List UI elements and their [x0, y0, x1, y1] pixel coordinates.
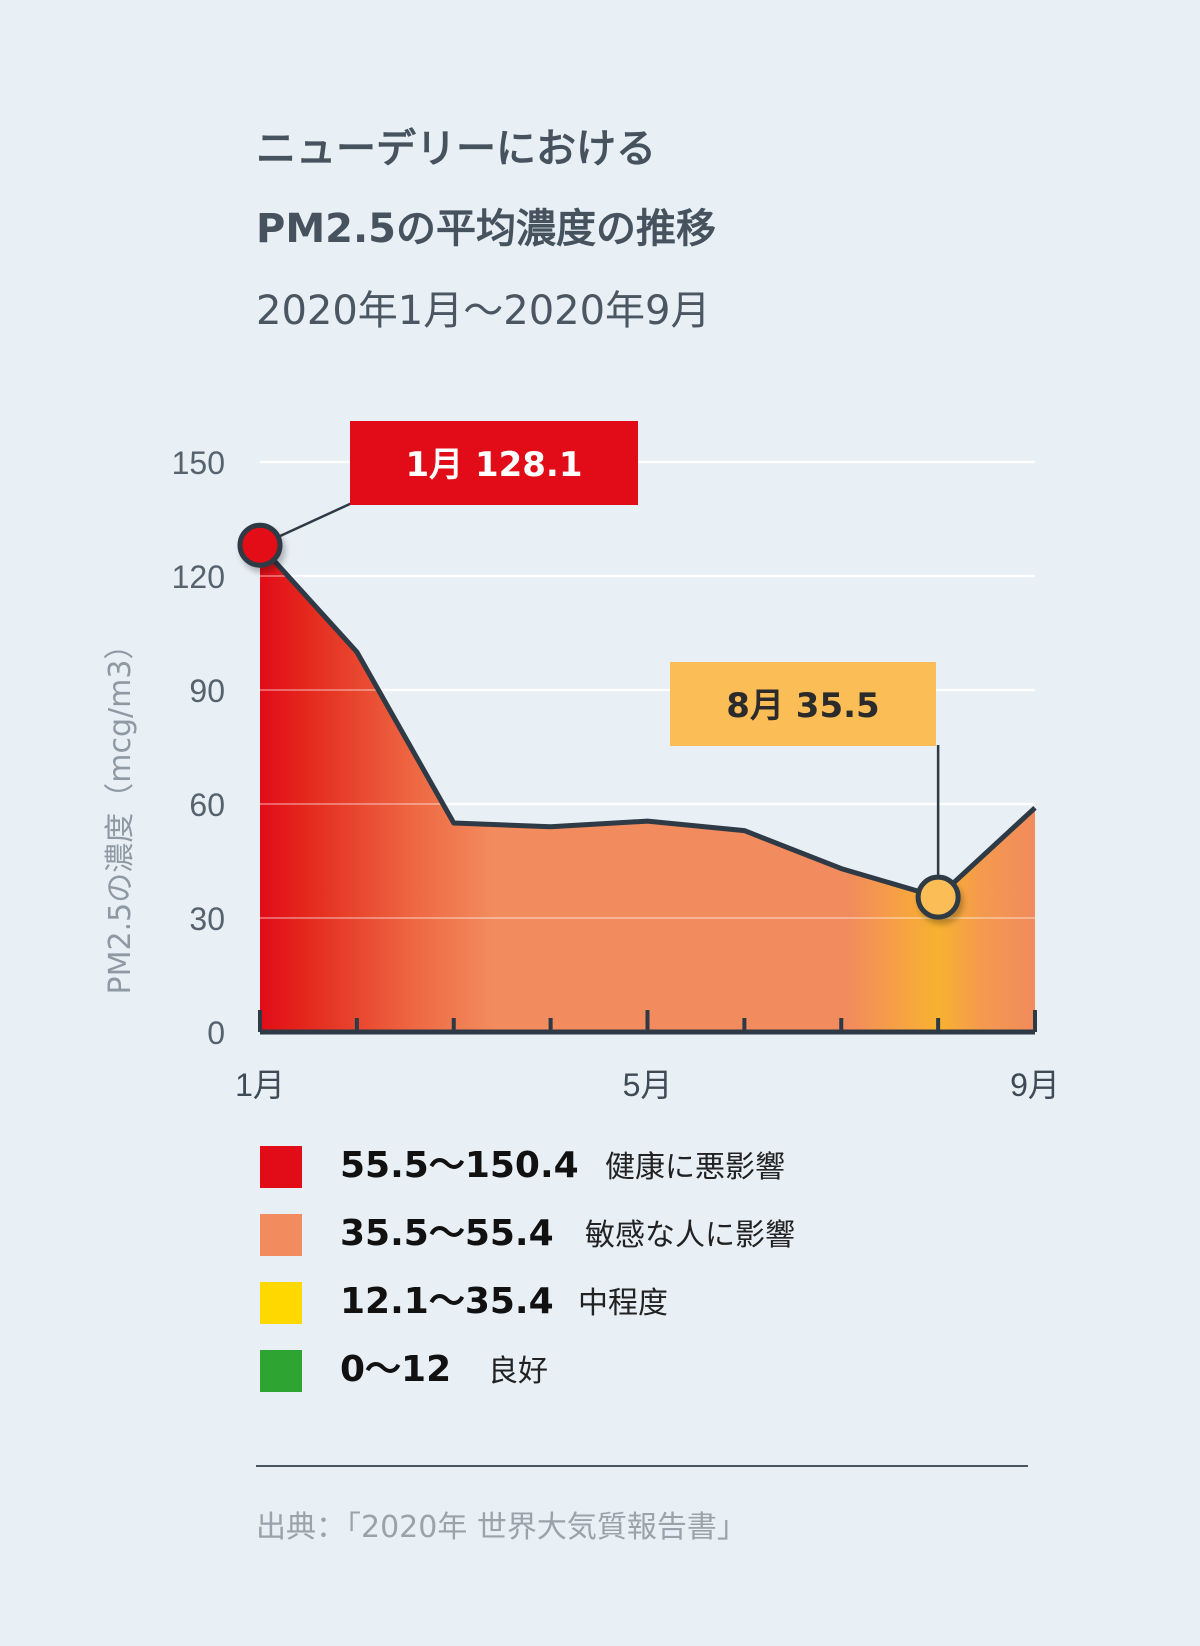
chart-subtitle: 2020年1月〜2020年9月 [256, 288, 711, 334]
x-tick-label: 1月 [235, 1067, 285, 1103]
legend-label: 良好 [488, 1354, 548, 1389]
callout-box [670, 662, 936, 746]
callout-marker [915, 874, 961, 920]
legend-range: 12.1〜35.4 [340, 1281, 554, 1322]
y-tick-label: 150 [172, 445, 225, 481]
legend-range: 55.5〜150.4 [340, 1145, 579, 1186]
legend-swatch [260, 1146, 302, 1188]
y-tick-label: 30 [189, 901, 225, 937]
x-tick-label: 5月 [623, 1067, 673, 1103]
y-tick-label: 60 [189, 787, 225, 823]
y-axis-ticks: 0 30 60 90 120 150 [172, 445, 225, 1051]
legend-range: 0〜12 [340, 1349, 452, 1390]
series-polyline [258, 543, 1037, 900]
callout-marker [237, 522, 283, 568]
divider [256, 1465, 1028, 1467]
legend-swatch [260, 1282, 302, 1324]
y-tick-label: 0 [207, 1015, 225, 1051]
area-fill [260, 461, 1035, 1032]
y-axis-label: PM2.5の濃度（mcg/m3） [103, 630, 138, 995]
series-line [258, 543, 1037, 900]
y-tick-label: 120 [172, 559, 225, 595]
callout-label: 8月 35.5 [726, 686, 879, 726]
legend-label: 健康に悪影響 [605, 1150, 785, 1185]
legend-swatch [260, 1214, 302, 1256]
x-axis-ticks: 1月 5月 9月 [235, 1067, 1060, 1103]
callouts: 1月 128.1 8月 35.5 [237, 421, 961, 920]
chart-title-line-2: PM2.5の平均濃度の推移 [256, 206, 716, 252]
y-tick-label: 90 [189, 673, 225, 709]
pm25-area-chart: 0 30 60 90 120 150 1月 5月 9月 1月 128.1 8月 35.5 PM2… [103, 421, 1060, 1103]
x-axis [258, 1010, 1037, 1035]
legend-range: 35.5〜55.4 [340, 1213, 554, 1254]
callout-label: 1月 128.1 [405, 445, 582, 485]
area-path [260, 545, 1035, 1032]
legend-swatch [260, 1350, 302, 1392]
legend-label: 敏感な人に影響 [585, 1218, 795, 1253]
legend-label: 中程度 [578, 1286, 668, 1321]
chart-title-line-1: ニューデリーにおける [256, 126, 656, 172]
x-tick-label: 9月 [1010, 1067, 1060, 1103]
callout-box [350, 421, 638, 505]
source-note: 出典：「2020年 世界大気質報告書」 [256, 1510, 747, 1545]
